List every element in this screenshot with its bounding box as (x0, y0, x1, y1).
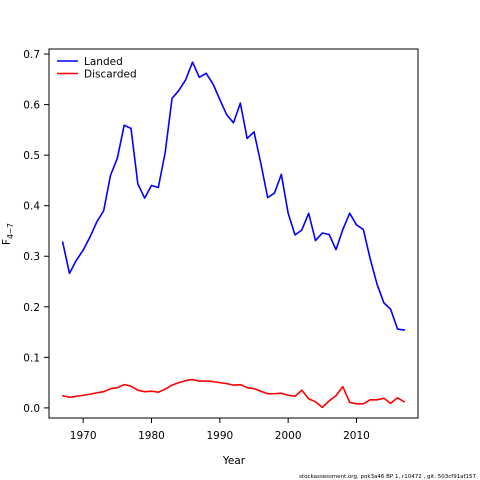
x-tick-label: 2010 (343, 430, 370, 442)
plot-frame (48, 48, 419, 419)
y-tick-label: 0.4 (23, 201, 40, 213)
y-tick-label: 0.0 (23, 403, 40, 415)
y-tick-label: 0.6 (23, 100, 40, 112)
series-line-landed (61, 61, 406, 331)
y-tick-label: 0.5 (23, 150, 40, 162)
legend-label-discarded: Discarded (84, 69, 137, 81)
x-tick-label: 1970 (70, 430, 97, 442)
x-axis-title: Year (222, 455, 246, 467)
x-tick-label: 2000 (275, 430, 302, 442)
svg-text:F4−7: F4−7 (1, 223, 15, 245)
legend-label-landed: Landed (84, 56, 123, 68)
y-tick-label: 0.7 (23, 49, 40, 61)
y-tick-label: 0.1 (23, 352, 40, 364)
y-axis-title-main: F (1, 239, 13, 245)
x-axis: 1970 1980 1990 2000 2010 (70, 418, 370, 442)
y-axis-title-subscript: 4−7 (6, 223, 15, 239)
y-axis-title: F4−7 (1, 223, 15, 245)
footer-text: stockassessment.org, pok3a46 BP 1, r1047… (299, 474, 476, 480)
x-tick-label: 1980 (138, 430, 165, 442)
series-line-discarded (61, 378, 406, 409)
x-tick-label: 1990 (206, 430, 233, 442)
y-tick-label: 0.3 (23, 251, 40, 263)
series-layer (61, 61, 406, 409)
y-axis: 0.0 0.1 0.2 0.3 0.4 0.5 0.6 0.7 (23, 49, 49, 415)
y-tick-label: 0.2 (23, 302, 40, 314)
